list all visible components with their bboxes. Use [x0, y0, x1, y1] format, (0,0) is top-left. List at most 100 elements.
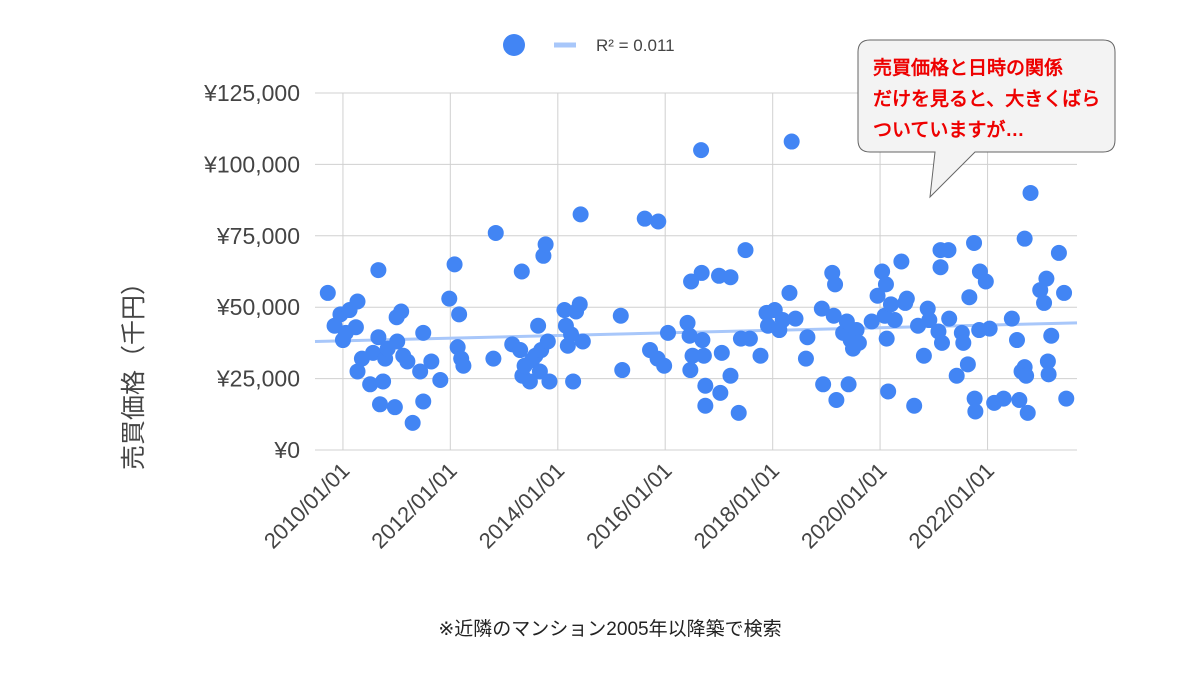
data-point: [1038, 270, 1055, 287]
data-point: [967, 403, 984, 420]
y-tick-label: ¥100,000: [203, 151, 300, 177]
data-point: [372, 396, 389, 413]
data-point: [827, 276, 844, 293]
data-point: [877, 276, 894, 293]
data-point: [693, 142, 710, 159]
x-tick-label: 2020/01/01: [796, 458, 892, 554]
data-point: [737, 242, 754, 259]
data-point: [850, 334, 867, 351]
data-point: [1003, 310, 1020, 327]
data-point: [781, 284, 798, 301]
data-point: [636, 210, 653, 227]
data-point: [614, 362, 631, 379]
data-point: [730, 404, 747, 421]
data-point: [563, 326, 580, 343]
data-point: [722, 269, 739, 286]
data-point: [898, 290, 915, 307]
data-point: [446, 256, 463, 273]
data-point: [656, 357, 673, 374]
data-point: [797, 350, 814, 367]
data-point: [451, 306, 468, 323]
data-point: [375, 373, 392, 390]
data-point: [921, 312, 938, 329]
data-point: [1056, 284, 1073, 301]
data-point: [1018, 367, 1035, 384]
data-point: [874, 263, 891, 280]
data-point: [531, 363, 548, 380]
data-point: [955, 334, 972, 351]
data-point: [966, 390, 983, 407]
data-point: [349, 293, 366, 310]
legend-label: R² = 0.011: [596, 36, 675, 55]
data-point: [571, 296, 588, 313]
data-point: [713, 344, 730, 361]
data-point: [612, 307, 629, 324]
data-point: [349, 363, 366, 380]
data-point: [1050, 244, 1067, 261]
data-point: [347, 319, 364, 336]
x-tick-label: 2018/01/01: [689, 458, 785, 554]
data-point: [415, 324, 432, 341]
y-tick-label: ¥75,000: [216, 223, 300, 249]
data-point: [825, 307, 842, 324]
data-point: [828, 392, 845, 409]
callout-line: だけを見ると、大きくばら: [873, 87, 1100, 110]
data-point: [399, 353, 416, 370]
x-tick-label: 2014/01/01: [474, 458, 570, 554]
data-point: [487, 224, 504, 241]
data-point: [513, 263, 530, 280]
data-point: [1036, 294, 1053, 311]
data-point: [932, 259, 949, 276]
data-point: [712, 384, 729, 401]
data-point: [882, 296, 899, 313]
data-point: [682, 362, 699, 379]
data-point: [722, 367, 739, 384]
data-point: [1040, 366, 1057, 383]
data-point: [441, 290, 458, 307]
data-point: [521, 373, 538, 390]
data-point: [774, 312, 791, 329]
data-point: [959, 356, 976, 373]
data-point: [539, 333, 556, 350]
data-point: [840, 376, 857, 393]
data-point: [977, 273, 994, 290]
data-point: [650, 213, 667, 230]
data-point: [1019, 404, 1036, 421]
data-point: [572, 206, 589, 223]
data-point: [948, 367, 965, 384]
data-point: [869, 287, 886, 304]
data-point: [787, 310, 804, 327]
data-point: [455, 357, 472, 374]
data-point: [941, 310, 958, 327]
y-tick-label: ¥25,000: [216, 366, 300, 392]
data-point: [530, 317, 547, 334]
data-point: [783, 133, 800, 150]
x-tick-label: 2016/01/01: [581, 458, 677, 554]
data-point: [863, 313, 880, 330]
data-point: [679, 314, 696, 331]
legend: R² = 0.011: [503, 34, 675, 56]
y-tick-label: ¥0: [273, 437, 300, 463]
data-point: [695, 347, 712, 364]
data-point: [697, 397, 714, 414]
data-point: [893, 253, 910, 270]
callout-line: ついていますが…: [873, 118, 1024, 141]
legend-marker: [503, 34, 525, 56]
data-point: [412, 363, 429, 380]
x-tick-label: 2022/01/01: [904, 458, 1000, 554]
data-point: [1039, 353, 1056, 370]
callout-box: [857, 39, 1116, 199]
data-point: [415, 393, 432, 410]
data-point: [370, 262, 387, 279]
data-point: [556, 302, 573, 319]
data-point: [848, 322, 865, 339]
data-point: [1016, 230, 1033, 247]
x-tick-label: 2012/01/01: [366, 458, 462, 554]
data-point: [1011, 392, 1028, 409]
data-point: [878, 330, 895, 347]
data-point: [537, 236, 554, 253]
data-point: [681, 327, 698, 344]
callout-line: 売買価格と日時の関係: [873, 56, 1063, 79]
data-point: [880, 383, 897, 400]
